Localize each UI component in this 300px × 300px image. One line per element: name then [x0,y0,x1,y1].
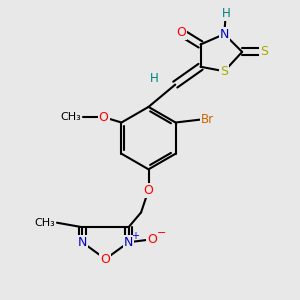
Text: O: O [100,253,110,266]
Text: N: N [124,236,133,249]
Text: Br: Br [201,113,214,126]
Text: O: O [147,233,157,246]
Text: O: O [176,26,186,39]
Text: CH₃: CH₃ [35,218,56,228]
Text: +: + [131,231,139,241]
Text: H: H [221,7,230,20]
Text: CH₃: CH₃ [61,112,81,122]
Text: S: S [260,45,268,58]
Text: N: N [77,236,87,249]
Text: O: O [99,111,109,124]
Text: O: O [144,184,154,196]
Text: S: S [220,65,228,78]
Text: −: − [157,228,166,238]
Text: N: N [220,28,229,40]
Text: H: H [150,72,159,85]
